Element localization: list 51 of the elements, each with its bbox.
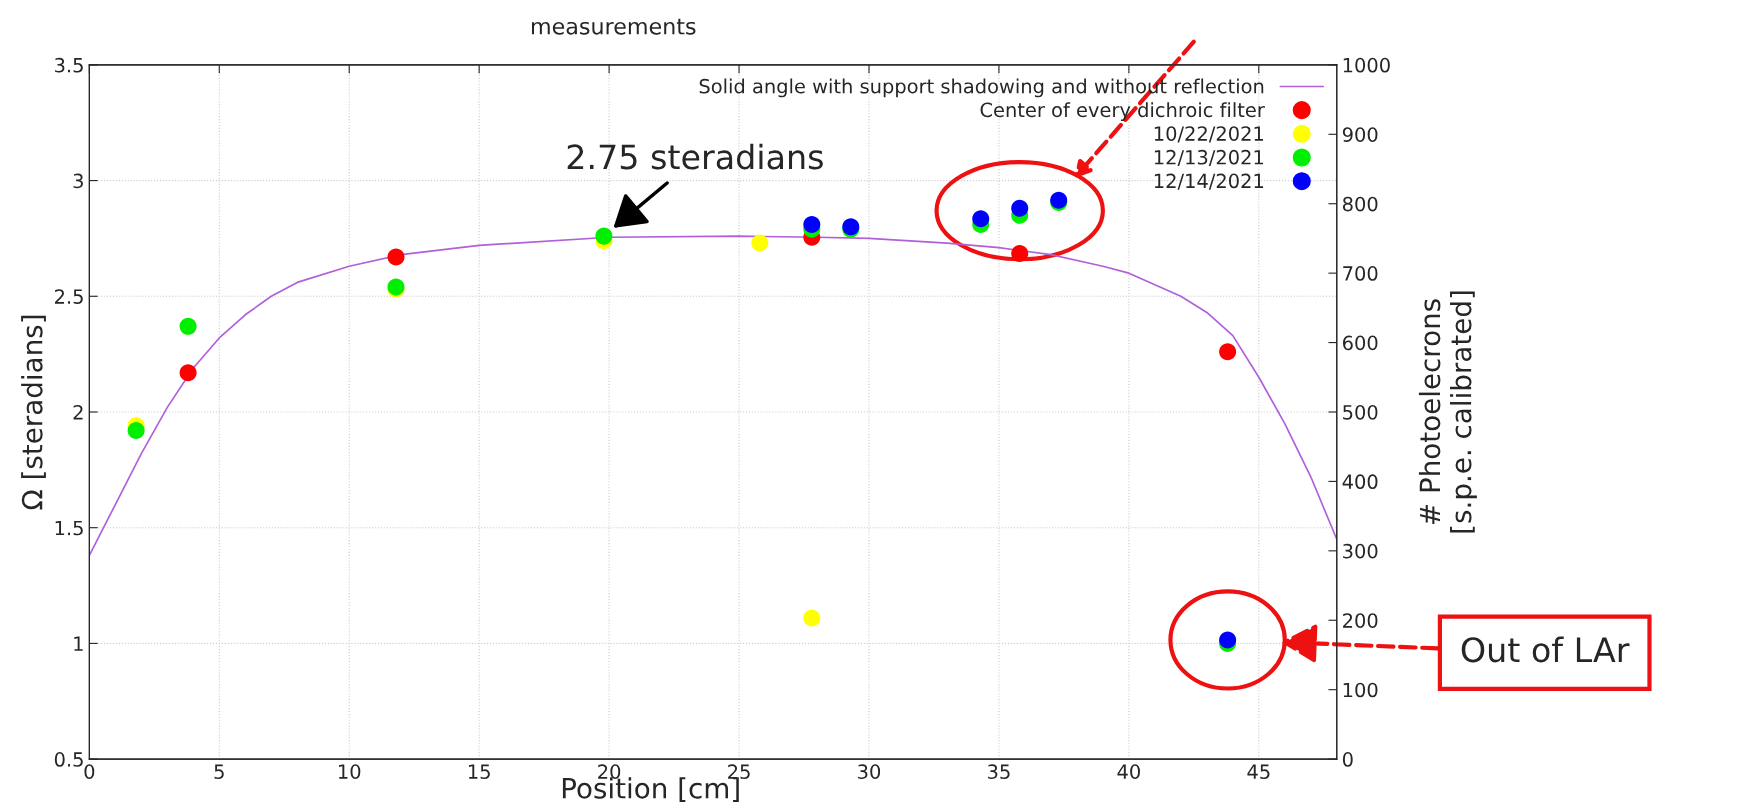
x-tick-label: 30 bbox=[858, 764, 881, 780]
y2-tick-label: 300 bbox=[1343, 543, 1378, 559]
x-tick-label: 25 bbox=[728, 764, 750, 780]
point bbox=[1011, 244, 1029, 262]
text: Out of LAr bbox=[1461, 636, 1630, 663]
legend-label: 12/13/2021 bbox=[1154, 149, 1264, 167]
y2-tick-label: 400 bbox=[1342, 474, 1378, 490]
x-tick-label: 0 bbox=[84, 764, 95, 780]
y2-tick-label: 500 bbox=[1343, 404, 1378, 420]
point bbox=[179, 317, 197, 335]
point bbox=[972, 210, 990, 228]
legend-label: Center of every dichroic filter bbox=[980, 102, 1265, 121]
y-tick-label: 3.5 bbox=[55, 57, 83, 73]
y-tick-label: 0.5 bbox=[54, 752, 83, 767]
point bbox=[1011, 199, 1029, 217]
y2-tick-label: 800 bbox=[1342, 196, 1378, 212]
y-tick-label: 2 bbox=[73, 404, 83, 420]
y2-tick-label: 0 bbox=[1342, 752, 1353, 767]
point bbox=[1219, 343, 1237, 361]
point bbox=[595, 227, 613, 245]
point bbox=[803, 609, 821, 627]
y-axis-title: Ω [steradians] bbox=[21, 315, 46, 510]
chart-title: measurements bbox=[531, 18, 696, 35]
y2-tick-label: 200 bbox=[1343, 613, 1378, 628]
legend-label: 12/14/2021 bbox=[1154, 173, 1264, 190]
point bbox=[387, 248, 405, 266]
x-tick-label: 10 bbox=[339, 764, 361, 780]
point bbox=[127, 421, 145, 440]
y-tick-label: 1 bbox=[74, 636, 83, 651]
x-tick-label: 5 bbox=[214, 764, 224, 780]
x-tick-label: 35 bbox=[988, 764, 1010, 780]
y2-tick-label: 600 bbox=[1343, 335, 1378, 351]
y-tick-label: 2.5 bbox=[54, 289, 83, 304]
x-tick-label: 15 bbox=[468, 764, 490, 780]
point bbox=[179, 364, 197, 382]
x-tick-label: 40 bbox=[1117, 764, 1140, 780]
annotation: 2.75 steradians bbox=[567, 143, 823, 170]
y2-tick-label: 700 bbox=[1343, 266, 1378, 281]
legend-label: Solid angle with support shadowing and without reflection bbox=[699, 78, 1264, 98]
y2-tick-label: 900 bbox=[1342, 127, 1378, 142]
y-tick-label: 3 bbox=[73, 173, 83, 189]
y2-tick-label: 1000 bbox=[1343, 57, 1390, 73]
y-tick-label: 1.5 bbox=[55, 520, 83, 536]
x-axis-title: Position [cm] bbox=[562, 777, 739, 802]
y2-tick-label: 100 bbox=[1343, 682, 1378, 698]
point bbox=[751, 234, 769, 252]
x-tick-label: 45 bbox=[1247, 764, 1270, 780]
x-tick-label: 20 bbox=[598, 764, 621, 780]
legend-label: 10/22/2021 bbox=[1154, 126, 1264, 143]
point bbox=[803, 216, 821, 234]
y2-axis-title: # Photoelecrons [s.p.e. calibrated] bbox=[1418, 291, 1477, 533]
